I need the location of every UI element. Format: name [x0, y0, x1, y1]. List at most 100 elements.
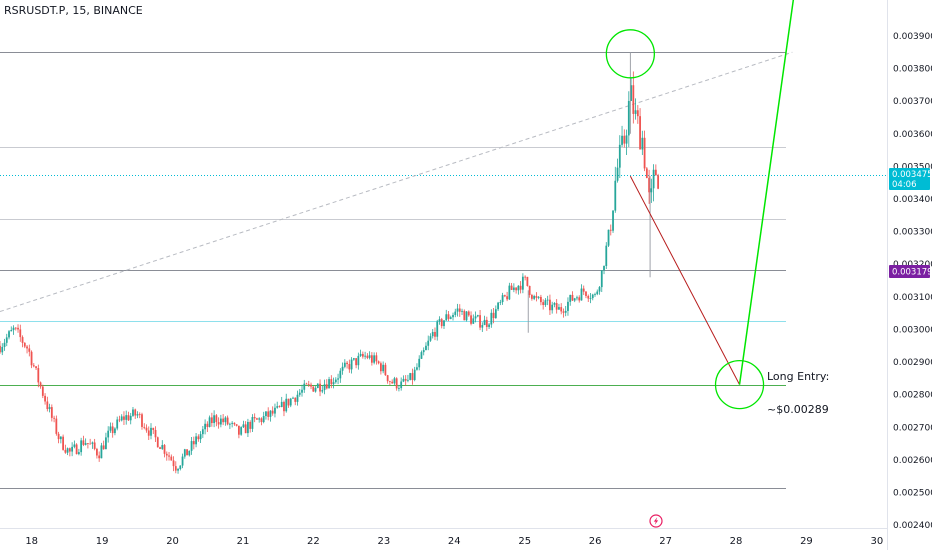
candle-body	[449, 317, 452, 319]
candle-body	[521, 276, 524, 290]
candle-body	[192, 441, 195, 445]
candle-body	[55, 418, 58, 434]
candle-body	[174, 466, 177, 471]
candle-body	[398, 388, 400, 389]
candle-body	[37, 368, 40, 383]
candle-body	[186, 449, 188, 456]
candle-body	[431, 331, 434, 337]
candle-body	[492, 312, 495, 319]
candle-body	[418, 358, 421, 368]
candle-body	[467, 311, 470, 316]
candle-body	[68, 448, 71, 452]
candle-body	[341, 366, 344, 371]
candle-body	[26, 346, 28, 349]
candle-body	[325, 384, 328, 389]
candle-body	[195, 436, 197, 445]
candle-body	[533, 296, 536, 299]
candle-body	[156, 437, 159, 448]
candle-body	[612, 210, 614, 231]
candle-body	[346, 362, 348, 365]
candle-body	[402, 378, 405, 382]
candle-body	[303, 383, 306, 390]
symbol-title: RSRUSDT.P, 15, BINANCE	[4, 4, 143, 17]
candle-body	[82, 440, 85, 445]
candle-body	[53, 417, 55, 419]
candle-body	[86, 443, 89, 444]
time-axis[interactable]: 18 19 20 21 22 23 24 25 26 27 28 29 30	[25, 536, 883, 547]
price-tick-label: 0.003700	[893, 97, 932, 107]
candle-body	[542, 302, 545, 305]
candle-body	[307, 384, 310, 386]
candle-body	[330, 379, 333, 385]
candle-body	[219, 418, 222, 425]
candle-body	[292, 397, 294, 399]
candle-body	[161, 445, 164, 449]
candle-body	[429, 336, 432, 341]
candle-body	[420, 352, 423, 359]
trendline-layer[interactable]	[0, 51, 793, 313]
candle-body	[359, 353, 362, 356]
candle-body	[355, 358, 358, 366]
candle-body	[294, 397, 297, 402]
candle-body	[389, 381, 391, 382]
price-axis[interactable]: 0.003900 0.003800 0.003700 0.003600 0.003500…	[893, 32, 932, 531]
candle-body	[524, 276, 527, 278]
candle-body	[296, 394, 299, 402]
candle-body	[614, 180, 617, 211]
candle-body	[190, 441, 193, 451]
candle-body	[75, 444, 78, 455]
horizontal-levels[interactable]	[0, 52, 887, 489]
candle-body	[260, 418, 263, 423]
candle-body	[567, 301, 569, 311]
candle-body	[240, 427, 243, 435]
candle-body	[201, 429, 204, 435]
candle-body	[560, 307, 563, 312]
candle-body	[238, 425, 240, 435]
candle-body	[370, 355, 373, 363]
time-tick-label: 21	[237, 536, 250, 547]
candle-body	[319, 383, 321, 392]
candle-body	[253, 417, 256, 419]
candle-body	[616, 167, 619, 181]
candle-body	[170, 456, 173, 461]
candle-body	[226, 417, 229, 425]
top-marker-circle[interactable]	[605, 29, 656, 79]
candle-body	[10, 330, 13, 332]
candle-body	[465, 311, 468, 321]
candle-body	[377, 361, 380, 364]
candle-body	[508, 285, 511, 300]
candle-body	[298, 392, 301, 395]
candle-body	[407, 379, 409, 381]
projection-down-line[interactable]	[629, 175, 740, 385]
candle-body	[152, 427, 155, 431]
candle-body	[23, 342, 26, 347]
candle-body	[39, 382, 42, 387]
candle-body	[506, 296, 509, 300]
price-tick-label: 0.002500	[893, 489, 932, 499]
candle-body	[251, 417, 254, 429]
candle-body	[440, 319, 443, 327]
candle-body	[145, 427, 148, 431]
candle-body	[470, 315, 472, 324]
price-tick-label: 0.002900	[893, 358, 932, 368]
candle-body	[636, 110, 639, 117]
candle-body	[393, 378, 396, 384]
candle-body	[62, 436, 65, 450]
candle-body	[323, 384, 326, 391]
entry-marker-circle[interactable]	[714, 359, 765, 410]
flash-icon[interactable]	[649, 514, 663, 528]
candle-body	[537, 296, 540, 298]
candle-body	[328, 379, 330, 389]
long-entry-note[interactable]: Long Entry: ~$0.00289	[767, 349, 829, 426]
drawings[interactable]	[605, 0, 795, 410]
candle-body	[228, 423, 231, 425]
candle-body	[526, 276, 529, 286]
dashed-trendline[interactable]	[0, 51, 793, 313]
candle-body	[416, 367, 418, 370]
candle-body	[499, 302, 502, 303]
candle-body	[411, 373, 414, 381]
candle-body	[32, 365, 35, 367]
candle-body	[57, 433, 60, 440]
projection-up-line[interactable]	[738, 0, 795, 385]
